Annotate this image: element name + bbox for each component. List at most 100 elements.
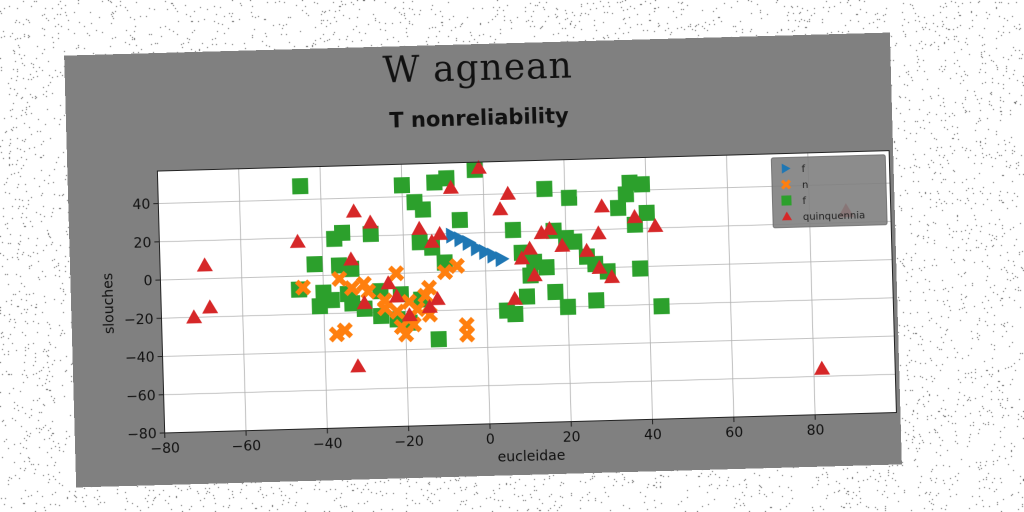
data-point [626,209,643,224]
data-point [336,322,354,339]
legend-label: n [802,180,809,191]
data-point [432,225,449,241]
data-point [362,225,379,243]
legend: fnf quinquennia [770,154,888,229]
data-point [291,177,309,195]
data-point [421,298,438,314]
data-point [306,256,323,273]
data-point [436,263,454,281]
data-point [389,303,406,320]
data-point [380,275,397,290]
data-point [478,243,494,260]
legend-box [770,154,888,229]
data-point [487,247,502,264]
series-4 [186,159,855,375]
data-point [430,330,447,348]
legend-marker [781,195,792,206]
y-axis-label: slouches [100,273,118,335]
data-point [411,233,428,251]
x-tick-label: 60 [725,425,743,441]
y-tick-label: −60 [126,388,156,405]
data-points [186,159,855,375]
data-point [388,265,405,282]
x-grid-line [482,161,491,424]
data-point [409,301,426,318]
axes-frame [156,150,897,434]
legend-marker [781,163,791,174]
data-point [356,295,373,310]
axis-ticks: −80 −60 −40 −20 0 20 40 60 80 −80 −60 −40 −20 0 20 40 [124,197,825,458]
data-point [429,291,446,306]
data-point [604,268,621,284]
data-point [521,240,538,255]
data-point [343,279,360,297]
data-point [393,177,411,194]
x-tick-label: 0 [486,432,495,448]
data-point [328,326,346,343]
data-point [495,251,510,268]
y-grid-line [159,220,892,243]
legend-marker [782,211,793,221]
x-tick-label: 80 [806,423,824,439]
series-3 [290,161,670,348]
data-point [633,176,651,193]
x-grid-line [726,155,735,418]
data-point [462,234,477,251]
data-point [514,250,531,265]
data-point [593,198,610,213]
y-grid-line [158,182,891,204]
data-point [401,307,418,322]
data-point [448,257,466,275]
data-point [554,237,571,253]
scatter-chart: −80 −60 −40 −20 0 20 40 60 80 −80 −60 −40 −20 0 20 40 e… [100,150,897,466]
data-point [442,179,459,194]
data-point [470,159,487,175]
legend-marker [780,179,792,190]
data-point [609,199,627,217]
data-point [559,298,577,316]
y-tick-label: 0 [143,273,152,289]
data-point [451,211,469,229]
y-tick-label: 40 [132,197,150,213]
figure-panel: W agnean T nonreliability −80 −60 −40 −20 0 2… [64,32,902,488]
data-point [424,233,441,249]
data-point [578,242,595,258]
x-tick-label: −80 [150,441,180,458]
data-point [518,288,536,305]
y-grid-line [161,297,894,319]
data-point [814,360,831,375]
data-point [411,220,428,236]
data-point [536,180,553,198]
legend-label: quinquennia [803,210,866,223]
x-tick-label: −20 [394,434,424,451]
legend-label: f [802,196,806,207]
data-point [289,233,306,248]
y-tick-label: −20 [124,311,154,328]
data-point [647,218,664,233]
data-point [588,292,605,309]
data-point [566,233,583,250]
data-point [345,203,362,218]
data-point [294,279,312,296]
data-point [653,297,670,315]
data-point [376,292,393,309]
data-point [454,231,469,248]
data-point [560,189,578,207]
data-point [186,309,203,324]
legend-label: f [801,164,805,175]
data-point [504,221,522,239]
data-point [591,259,608,274]
data-point [333,224,351,242]
x-tick-label: 20 [563,429,581,445]
x-tick-label: −60 [231,438,261,455]
x-tick-label: 40 [644,427,662,443]
data-point [492,201,509,216]
data-point [470,240,485,257]
data-point [631,260,649,277]
y-tick-label: −40 [125,350,155,367]
data-point [331,270,348,287]
y-tick-label: −80 [127,426,157,443]
data-point [525,253,543,271]
data-point [421,279,438,296]
data-point [389,288,406,303]
